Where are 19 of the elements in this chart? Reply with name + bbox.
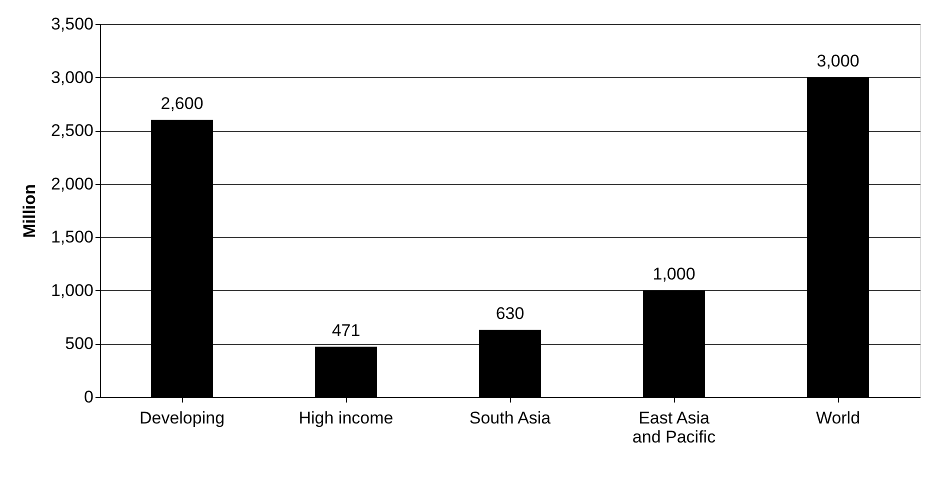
x-tick-label: Developing xyxy=(139,408,225,428)
y-tick-label: 2,500 xyxy=(50,121,94,140)
y-axis-title: Million xyxy=(20,184,39,238)
y-tick-label: 1,500 xyxy=(50,228,94,247)
x-tick-label: South Asia xyxy=(469,408,552,428)
x-tick-label: High income xyxy=(298,408,394,428)
data-label: 630 xyxy=(496,304,524,323)
data-label: 3,000 xyxy=(816,51,860,70)
data-label: 471 xyxy=(332,320,360,340)
data-label: 2,600 xyxy=(160,94,204,113)
data-label: 1,000 xyxy=(652,264,696,284)
y-tick-label: 0 xyxy=(84,388,94,406)
y-tick-label: 2,000 xyxy=(50,174,94,194)
y-tick-label: 500 xyxy=(65,334,94,354)
y-tick-label: 3,000 xyxy=(50,68,94,87)
x-tick-label: World xyxy=(816,408,860,428)
x-tick-label: East Asia and Pacific xyxy=(632,408,716,446)
y-tick-label: 1,000 xyxy=(50,280,94,300)
y-tick-label: 3,500 xyxy=(50,14,94,34)
